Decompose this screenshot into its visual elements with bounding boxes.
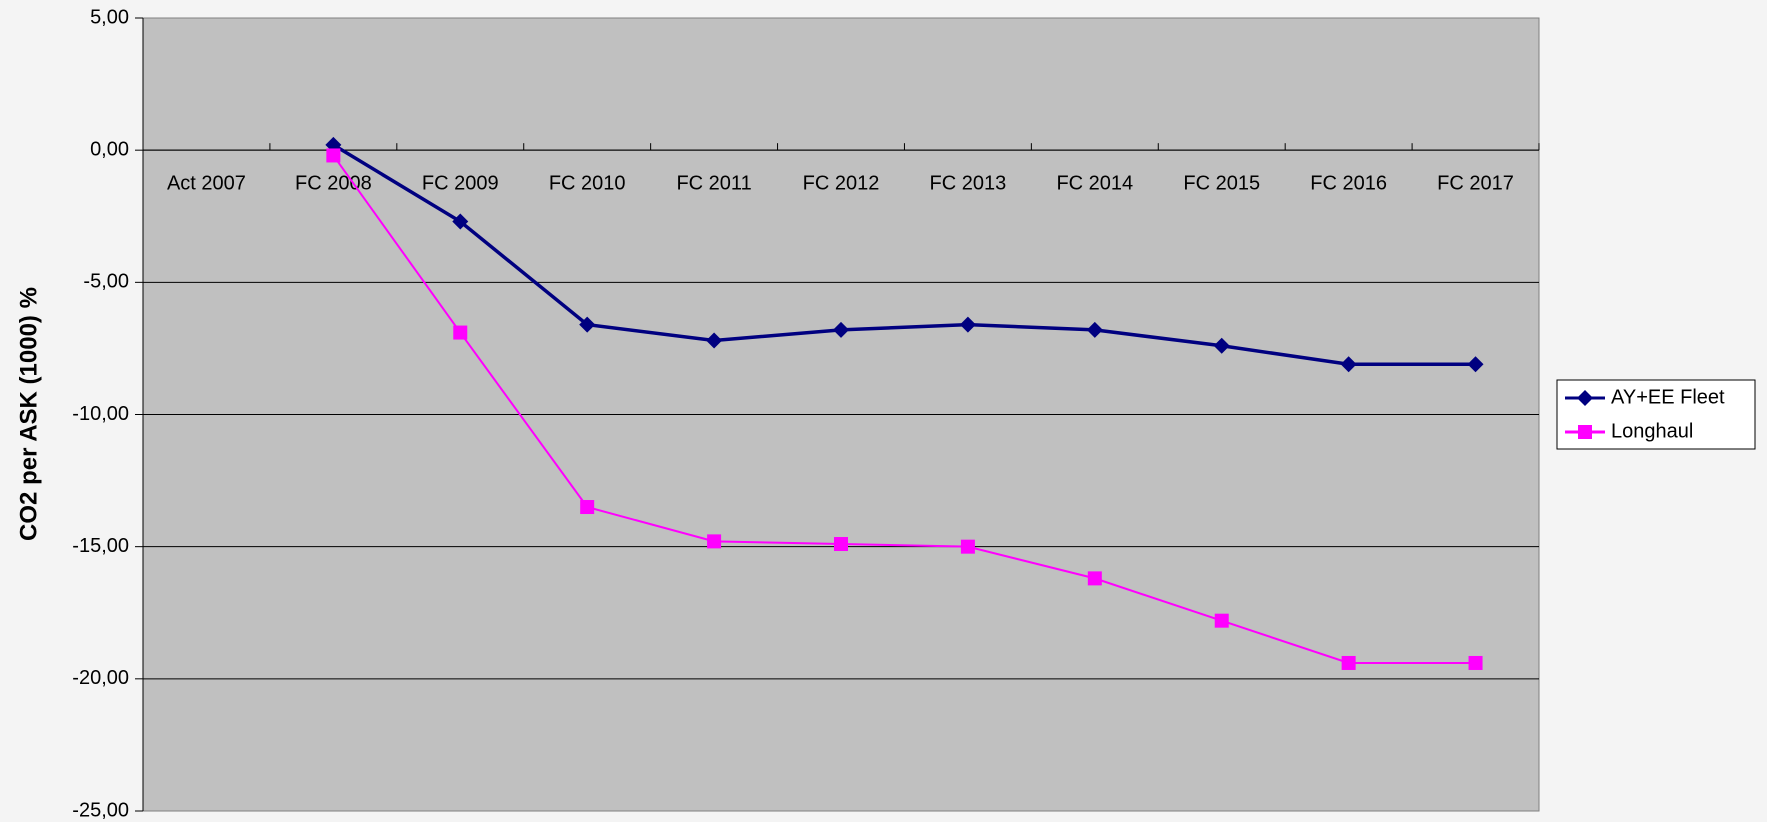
data-point: [1213, 337, 1230, 354]
data-point: [326, 148, 341, 163]
y-tick-label: -20,00: [72, 667, 129, 689]
data-point: [959, 316, 976, 333]
data-point: [1086, 321, 1103, 338]
legend-label: AY+EE Fleet: [1611, 386, 1725, 408]
series-line: [332, 154, 1476, 664]
data-point: [1467, 356, 1484, 373]
y-tick-label: -15,00: [72, 535, 129, 557]
x-tick-label: FC 2009: [422, 172, 499, 194]
data-point: [960, 539, 975, 554]
data-point: [1468, 655, 1483, 670]
legend-label: Longhaul: [1611, 420, 1693, 442]
data-point: [833, 321, 849, 338]
data-point: [1087, 571, 1102, 586]
x-tick-label: FC 2010: [549, 172, 626, 194]
y-tick-label: -25,00: [72, 799, 129, 821]
x-tick-label: FC 2015: [1183, 172, 1260, 194]
x-tick-label: FC 2008: [295, 172, 372, 194]
x-tick-label: FC 2012: [803, 172, 880, 194]
x-tick-label: FC 2017: [1437, 172, 1514, 194]
data-point: [707, 534, 722, 549]
data-point: [834, 537, 848, 552]
data-point: [706, 332, 723, 349]
data-point: [453, 325, 468, 340]
x-tick-label: FC 2014: [1056, 172, 1133, 194]
legend-marker: [1577, 390, 1593, 406]
y-tick-label: -5,00: [83, 271, 129, 293]
data-point: [452, 213, 469, 230]
data-point: [1214, 613, 1229, 628]
y-tick-label: 0,00: [90, 138, 129, 160]
y-tick-label: -10,00: [72, 403, 129, 425]
x-tick-label: FC 2011: [676, 172, 751, 194]
series-line: [332, 143, 1476, 367]
data-point: [1340, 356, 1357, 373]
x-tick-label: FC 2016: [1310, 172, 1387, 194]
x-tick-label: FC 2013: [930, 172, 1007, 194]
legend-marker: [1578, 425, 1592, 439]
y-axis-title: CO2 per ASK (1000) %: [15, 287, 42, 541]
data-point: [579, 316, 596, 333]
x-tick-label: Act 2007: [167, 172, 246, 194]
y-tick-label: 5,00: [90, 6, 129, 28]
data-point: [580, 500, 595, 515]
data-point: [1341, 655, 1356, 670]
